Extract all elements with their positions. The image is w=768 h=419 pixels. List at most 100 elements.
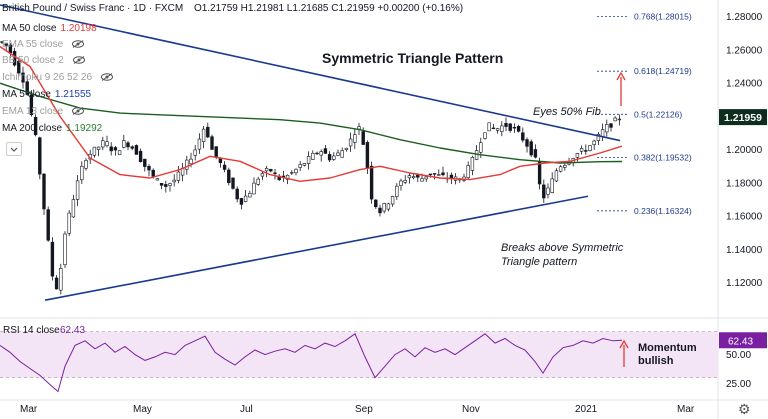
fib-level-label: 0.382(1.19532) xyxy=(634,152,692,162)
x-tick-label: Mar xyxy=(677,404,695,415)
candle xyxy=(558,166,563,172)
y-tick-label: 1.24000 xyxy=(726,79,763,90)
candle xyxy=(197,138,202,150)
candle xyxy=(399,180,403,186)
chevron-down-icon xyxy=(10,147,18,152)
candle xyxy=(315,152,319,155)
indicator-value: 1.20198 xyxy=(60,23,97,34)
candle xyxy=(378,207,382,214)
candle xyxy=(323,148,328,154)
candle xyxy=(386,203,391,210)
candle xyxy=(407,175,412,179)
candle xyxy=(424,176,428,180)
indicator-label: BB 50 close 2 xyxy=(2,55,64,66)
candle xyxy=(273,172,277,174)
candle xyxy=(42,173,46,210)
candle xyxy=(311,152,315,160)
candle xyxy=(298,164,302,168)
candle xyxy=(235,188,239,200)
indicator-bb[interactable]: BB 50 close 2 xyxy=(2,55,85,66)
x-tick-label: Sep xyxy=(355,404,373,415)
candle xyxy=(96,146,101,150)
candle xyxy=(21,72,25,83)
indicator-ma50[interactable]: MA 50 close 1.20198 xyxy=(2,23,97,34)
breakout-arrow-head xyxy=(616,71,626,81)
indicator-ema55[interactable]: EMA 55 close xyxy=(2,39,84,50)
candle xyxy=(147,166,151,171)
y-tick-label: 1.26000 xyxy=(726,45,763,56)
candle xyxy=(537,161,542,185)
candle xyxy=(185,159,189,170)
candle xyxy=(0,41,4,43)
collapse-indicators-button[interactable] xyxy=(6,142,22,156)
candle xyxy=(491,127,496,130)
candle xyxy=(319,151,323,156)
candle xyxy=(54,277,59,290)
candle xyxy=(294,168,298,174)
candle xyxy=(260,173,265,177)
symbol-title[interactable]: British Pound / Swiss Franc · 1D · FXCM xyxy=(2,3,184,14)
x-tick-label: Nov xyxy=(462,404,480,415)
candle xyxy=(109,146,113,152)
candle xyxy=(33,116,38,136)
candle xyxy=(353,134,357,143)
rsi-line xyxy=(0,333,623,393)
candle xyxy=(504,123,508,127)
indicator-ichimoku[interactable]: Ichimoku 9 26 52 26 xyxy=(2,72,113,83)
candle xyxy=(218,158,223,164)
candle xyxy=(122,140,126,148)
x-tick-label: May xyxy=(133,404,152,415)
candle xyxy=(516,126,521,132)
candle xyxy=(327,154,332,161)
candle xyxy=(411,176,416,179)
candle xyxy=(348,138,353,147)
candle xyxy=(155,178,160,181)
indicator-label: MA 5 close xyxy=(2,89,51,100)
gear-icon[interactable]: ⚙ xyxy=(738,401,751,417)
candle xyxy=(466,165,470,178)
candle xyxy=(105,141,109,146)
candle xyxy=(256,178,260,185)
candle xyxy=(361,131,365,145)
candle xyxy=(210,136,214,150)
candle xyxy=(579,148,584,152)
eye-hidden-icon[interactable] xyxy=(72,56,85,65)
candle xyxy=(365,142,370,168)
candle xyxy=(12,50,17,66)
eye-hidden-icon[interactable] xyxy=(71,107,84,116)
candle xyxy=(600,129,605,137)
candle xyxy=(332,155,336,160)
candle xyxy=(193,149,197,156)
candle xyxy=(126,142,130,148)
candle xyxy=(29,94,34,116)
candle xyxy=(529,141,533,156)
candle xyxy=(395,185,399,197)
y-tick-label: 1.20000 xyxy=(726,145,763,156)
candle xyxy=(63,233,67,266)
candle xyxy=(227,169,231,183)
candle xyxy=(563,164,567,168)
rsi-last-tag xyxy=(719,332,767,349)
indicator-ema13[interactable]: EMA 13 close xyxy=(2,106,84,117)
candle xyxy=(25,81,29,95)
candle xyxy=(151,169,155,177)
candle xyxy=(264,168,269,172)
candle xyxy=(479,142,483,153)
eye-hidden-icon[interactable] xyxy=(100,73,113,82)
candle xyxy=(420,178,424,182)
candle xyxy=(84,160,88,169)
x-tick-label: 2021 xyxy=(575,404,598,415)
rsi-value: 62.43 xyxy=(60,325,85,336)
indicator-ma200[interactable]: MA 200 close 1.19292 xyxy=(2,123,102,134)
fib-level-label: 0.236(1.16324) xyxy=(634,206,692,216)
candle xyxy=(575,153,580,158)
candle xyxy=(588,145,592,151)
candle xyxy=(382,203,386,212)
candle xyxy=(38,137,42,175)
rsi-y-tick-label: 50.00 xyxy=(726,350,751,361)
indicator-ma5[interactable]: MA 5 close 1.21555 xyxy=(2,89,91,100)
candles-group xyxy=(0,40,622,295)
x-tick-label: Jul xyxy=(240,404,253,415)
eye-hidden-icon[interactable] xyxy=(71,40,84,49)
